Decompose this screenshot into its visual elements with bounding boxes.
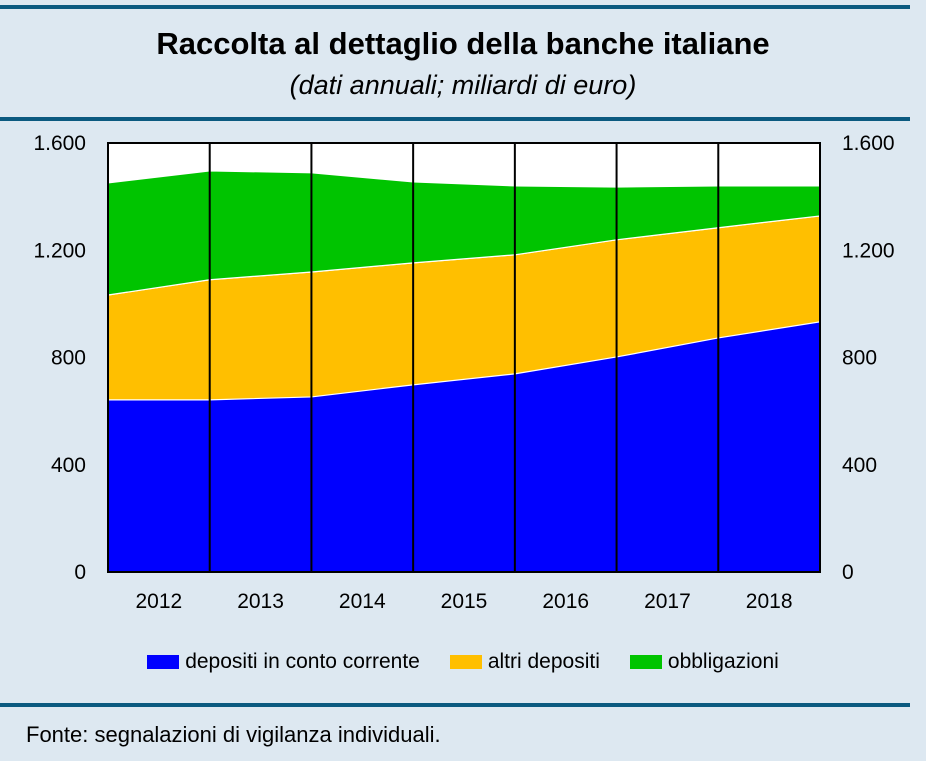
y-tick-label-left: 800 [51, 347, 86, 370]
top-rule [0, 5, 910, 9]
x-tick-label: 2017 [644, 590, 691, 613]
y-tick-label-right: 0 [842, 561, 854, 584]
bottom-rule [0, 703, 910, 707]
y-tick-label-right: 400 [842, 454, 877, 477]
y-tick-label-left: 1.600 [33, 132, 86, 155]
area-depositi-in-conto-corrente [108, 321, 820, 572]
y-tick-label-right: 800 [842, 347, 877, 370]
legend-item: altri depositi [449, 650, 600, 674]
plot-frame [107, 142, 821, 573]
chart-title: Raccolta al dettaglio della banche itali… [156, 26, 770, 61]
x-tick-label: 2018 [746, 590, 793, 613]
y-tick-label-left: 1.200 [33, 239, 86, 262]
legend: depositi in conto corrente altri depositi… [0, 650, 926, 674]
x-tick-label: 2012 [135, 590, 182, 613]
title-rule [0, 117, 910, 121]
y-tick-label-right: 1.600 [842, 132, 895, 155]
x-tick-label: 2015 [441, 590, 488, 613]
source-note: Fonte: segnalazioni di vigilanza individ… [26, 722, 441, 747]
legend-label: obbligazioni [667, 650, 779, 673]
x-tick-label: 2014 [339, 590, 386, 613]
legend-label: depositi in conto corrente [185, 650, 420, 673]
x-tick-label: 2013 [237, 590, 284, 613]
chart-subtitle: (dati annuali; miliardi di euro) [289, 70, 637, 100]
y-tick-label-left: 400 [51, 454, 86, 477]
y-tick-label-right: 1.200 [842, 239, 895, 262]
x-tick-label: 2016 [542, 590, 589, 613]
legend-swatch [629, 655, 662, 669]
legend-item: depositi in conto corrente [147, 650, 420, 674]
stacked-area-chart: 0 0 400 400 800 800 1.200 1.200 1.600 1.600 2012 20… [33, 132, 895, 613]
legend-swatch [147, 655, 180, 669]
legend-label: altri depositi [487, 650, 600, 673]
y-tick-label-left: 0 [74, 561, 86, 584]
legend-swatch [449, 655, 482, 669]
legend-item: obbligazioni [629, 650, 779, 674]
